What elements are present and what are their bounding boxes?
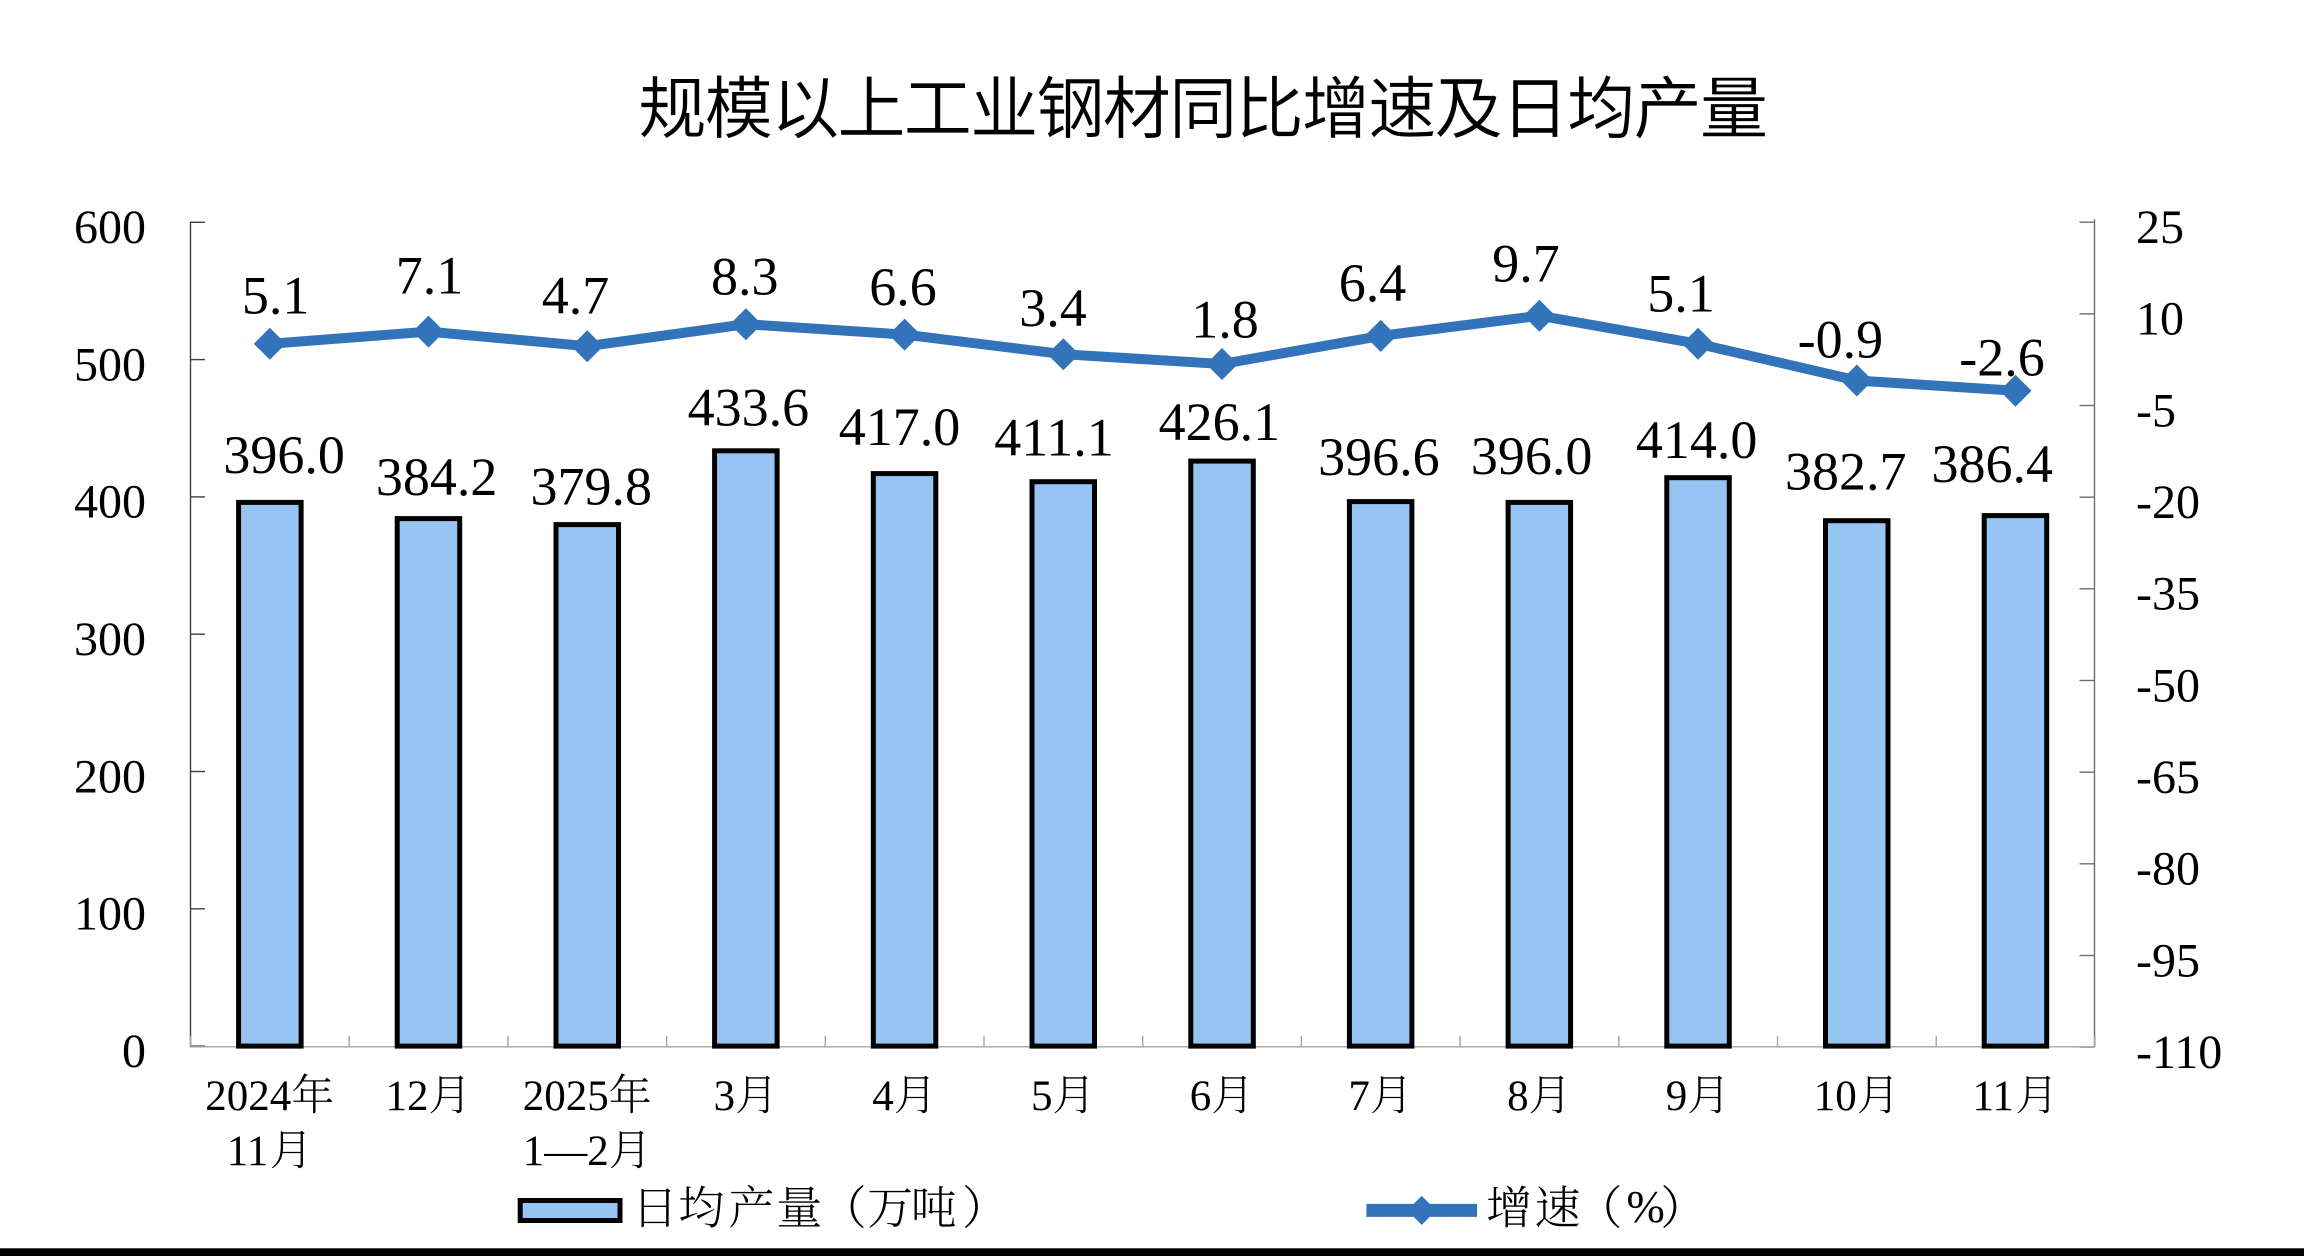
svg-text:414.0: 414.0: [1636, 410, 1758, 470]
svg-text:500: 500: [74, 338, 146, 391]
svg-text:-0.9: -0.9: [1798, 310, 1883, 370]
svg-text:400: 400: [74, 476, 146, 529]
svg-text:426.1: 426.1: [1159, 392, 1281, 452]
svg-text:300: 300: [74, 613, 146, 666]
svg-text:-5: -5: [2136, 384, 2176, 437]
svg-text:5.1: 5.1: [1647, 264, 1715, 324]
svg-text:1—2: 1—2: [523, 1128, 609, 1175]
svg-text:5: 5: [1031, 1073, 1053, 1120]
svg-text:0: 0: [122, 1025, 146, 1078]
svg-text:1.8: 1.8: [1191, 290, 1259, 350]
svg-text:200: 200: [74, 750, 146, 803]
svg-text:9.7: 9.7: [1492, 234, 1560, 294]
svg-text:384.2: 384.2: [376, 447, 498, 507]
svg-text:10: 10: [2136, 293, 2184, 346]
svg-text:-110: -110: [2136, 1026, 2222, 1079]
svg-text:4: 4: [872, 1073, 894, 1120]
svg-text:396.0: 396.0: [1471, 426, 1593, 486]
svg-text:-35: -35: [2136, 568, 2200, 621]
svg-text:8: 8: [1507, 1073, 1529, 1120]
svg-text:6.4: 6.4: [1339, 253, 1407, 313]
svg-text:2024: 2024: [205, 1073, 291, 1120]
svg-text:7.1: 7.1: [396, 246, 464, 306]
svg-text:-20: -20: [2136, 476, 2200, 529]
svg-text:11: 11: [1973, 1073, 2014, 1120]
svg-text:9: 9: [1666, 1073, 1688, 1120]
svg-text:7: 7: [1348, 1073, 1370, 1120]
svg-text:12: 12: [386, 1073, 429, 1120]
svg-text:411.1: 411.1: [994, 407, 1114, 467]
svg-text:%: %: [1627, 1181, 1665, 1232]
svg-text:4.7: 4.7: [542, 266, 610, 326]
svg-text:3.4: 3.4: [1019, 278, 1087, 338]
svg-text:5.1: 5.1: [242, 266, 310, 326]
svg-text:100: 100: [74, 888, 146, 941]
svg-text:396.6: 396.6: [1318, 427, 1440, 487]
svg-text:3: 3: [714, 1073, 736, 1120]
svg-text:-95: -95: [2136, 934, 2200, 987]
svg-text:-2.6: -2.6: [1959, 328, 2044, 388]
svg-text:6: 6: [1190, 1073, 1212, 1120]
svg-text:379.8: 379.8: [530, 457, 652, 517]
svg-text:382.7: 382.7: [1785, 442, 1907, 502]
svg-text:-80: -80: [2136, 843, 2200, 896]
svg-text:8.3: 8.3: [711, 247, 779, 307]
svg-text:433.6: 433.6: [688, 378, 810, 438]
svg-text:396.0: 396.0: [223, 425, 345, 485]
svg-text:386.4: 386.4: [1931, 434, 2053, 494]
svg-text:600: 600: [74, 201, 146, 254]
svg-text:-50: -50: [2136, 659, 2200, 712]
svg-text:10: 10: [1814, 1073, 1857, 1120]
svg-text:11: 11: [227, 1128, 268, 1175]
svg-text:-65: -65: [2136, 751, 2200, 804]
svg-text:6.6: 6.6: [869, 257, 937, 317]
svg-text:2025: 2025: [523, 1073, 609, 1120]
svg-text:417.0: 417.0: [839, 397, 961, 457]
svg-text:25: 25: [2136, 201, 2184, 254]
